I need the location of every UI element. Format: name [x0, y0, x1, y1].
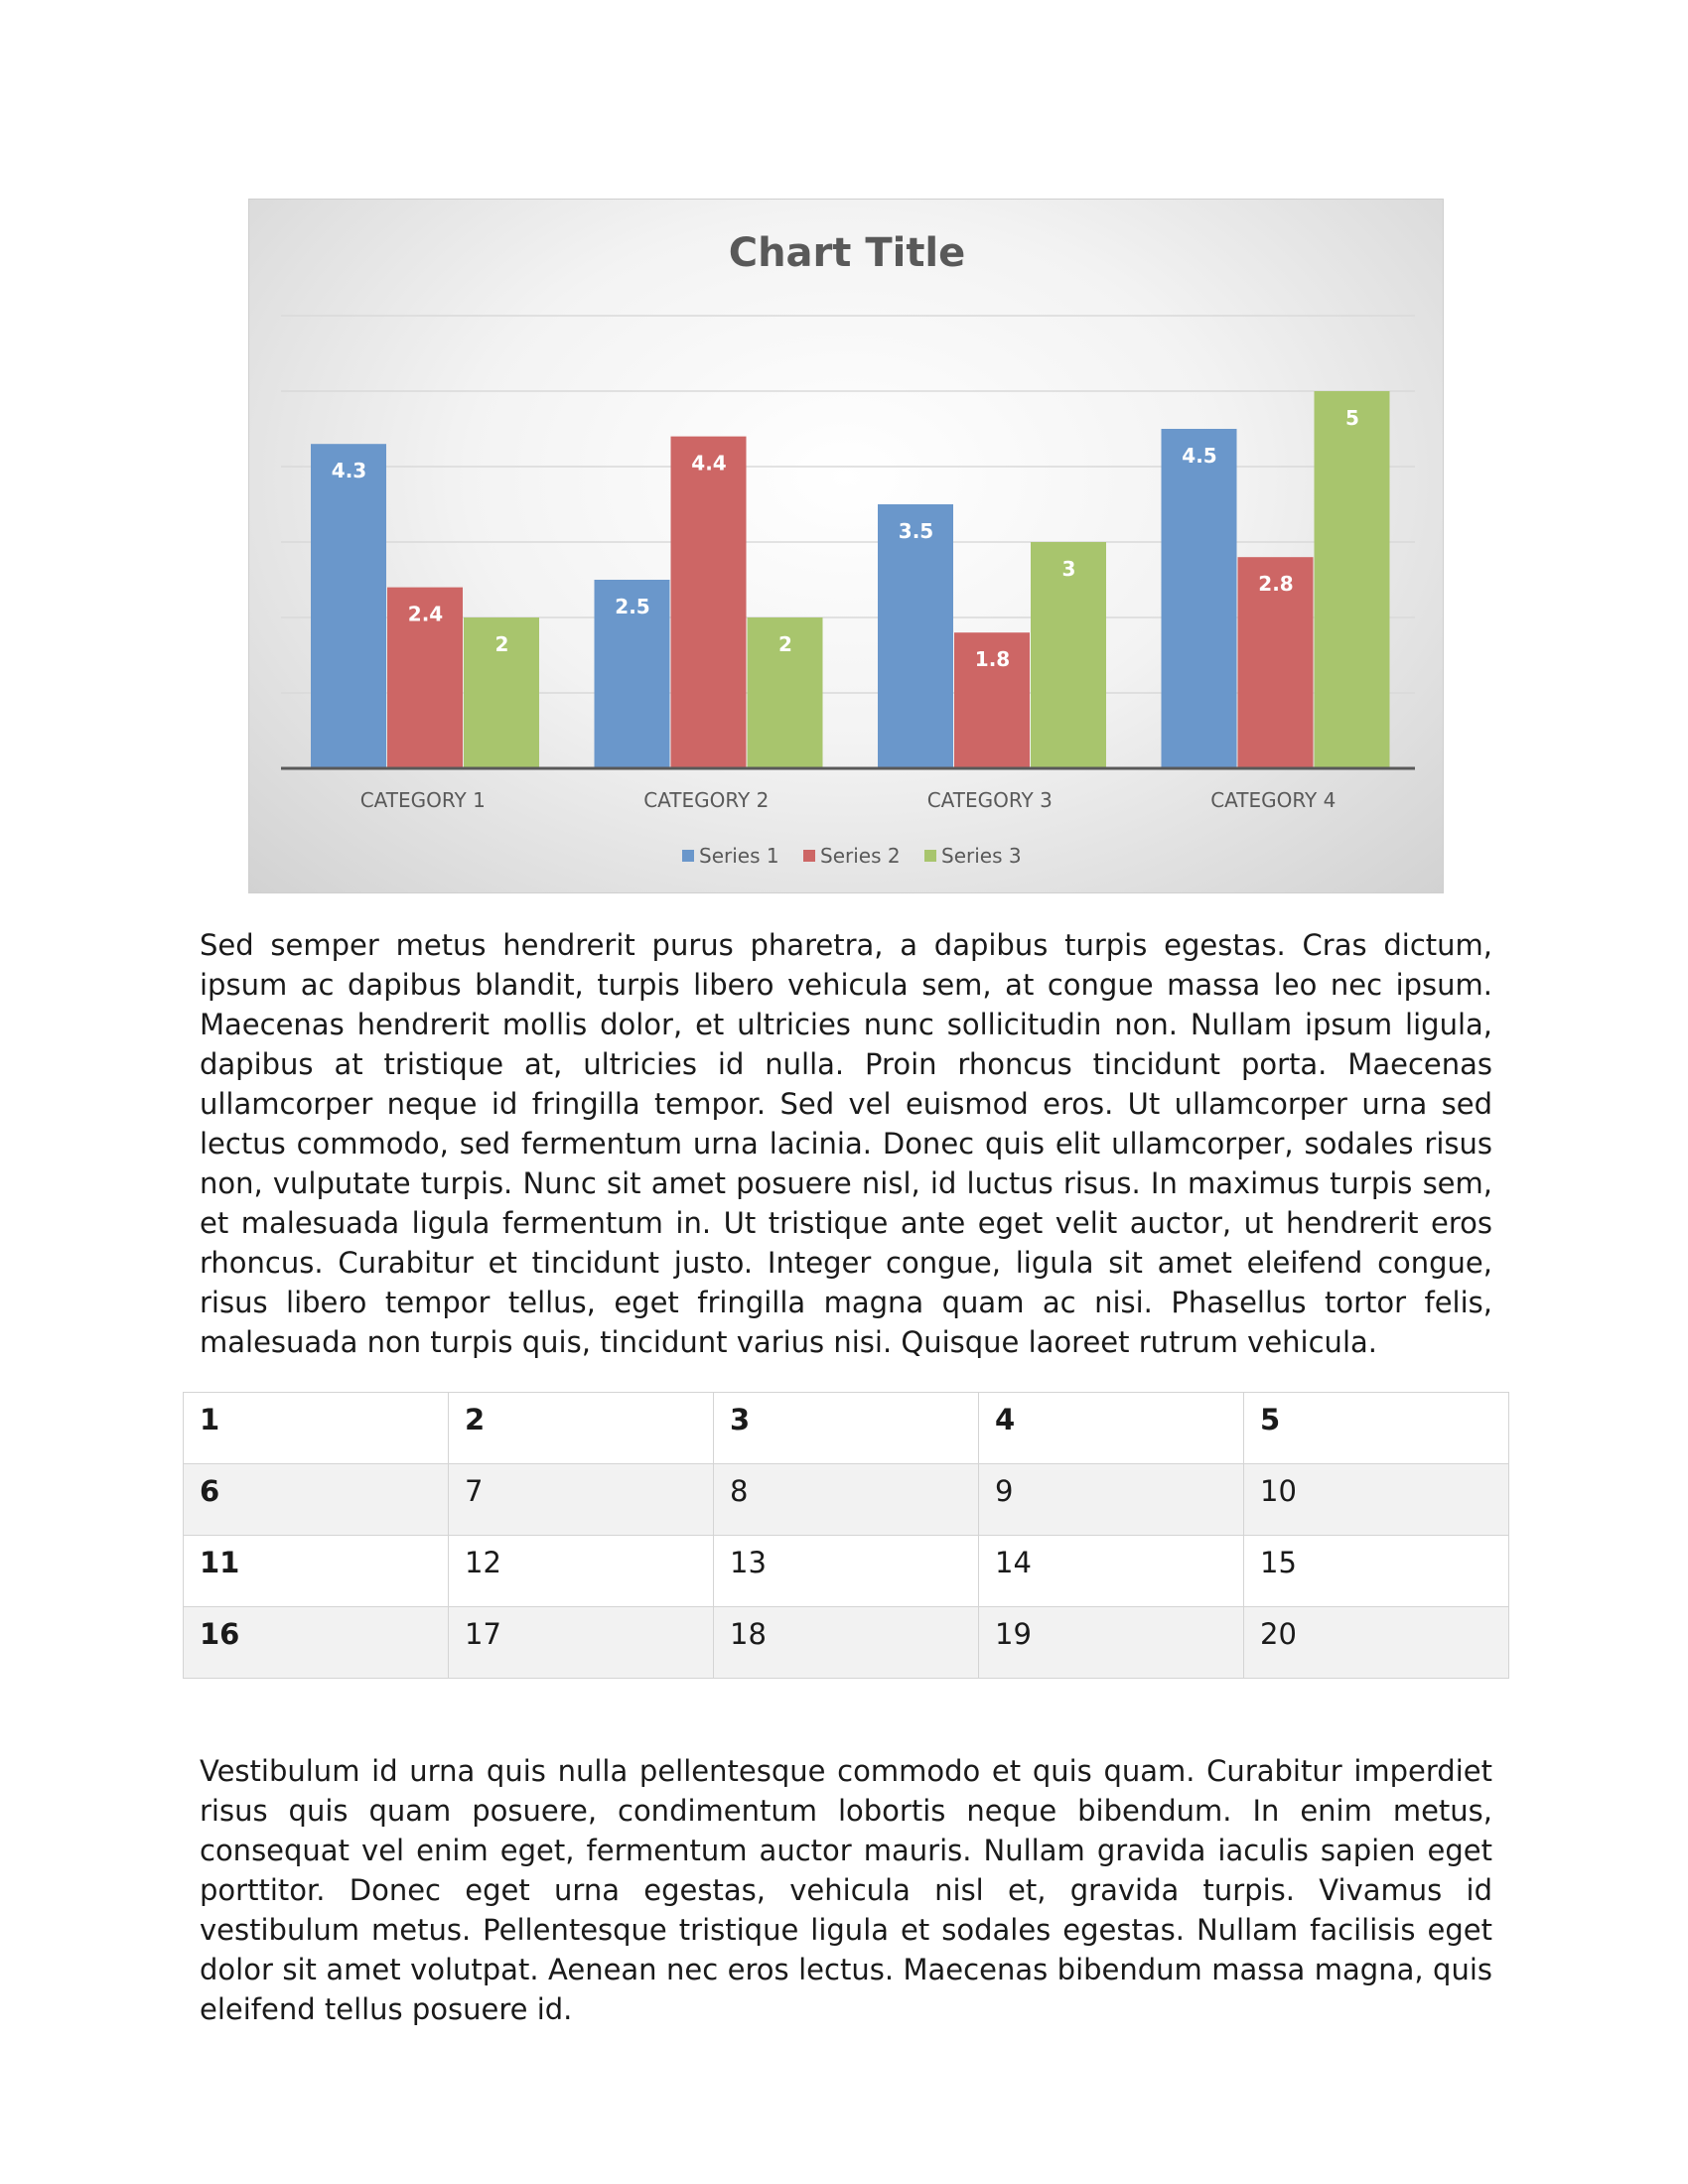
data-label: 2.8 [1258, 572, 1293, 596]
table-cell: 19 [978, 1606, 1244, 1679]
table-cell: 8 [713, 1463, 979, 1536]
data-label: 3.5 [899, 519, 933, 543]
bar [594, 580, 670, 768]
table-cell: 17 [448, 1606, 714, 1679]
legend-label: Series 3 [941, 844, 1022, 868]
table-row: 16 17 18 19 20 [183, 1606, 1509, 1679]
table-cell: 5 [1243, 1392, 1509, 1464]
data-label: 4.3 [332, 459, 366, 482]
table-cell: 15 [1243, 1535, 1509, 1607]
bar-chart: Chart Title 4.3 2.4 2 CATEGORY 1 2.5 4.4 2 CATEG… [281, 230, 1415, 868]
table-row: 11 12 13 14 15 [183, 1535, 1509, 1607]
table-cell: 11 [183, 1535, 449, 1607]
data-label: 3 [1062, 557, 1076, 581]
bar [464, 617, 539, 768]
chart-title: Chart Title [729, 230, 966, 276]
data-table: 1 2 3 4 5 6 7 8 9 10 11 12 13 14 15 16 1… [183, 1392, 1509, 1679]
table-cell: 12 [448, 1535, 714, 1607]
data-label: 4.5 [1182, 444, 1216, 468]
bar [670, 436, 747, 768]
table-cell: 10 [1243, 1463, 1509, 1536]
bar [1161, 429, 1237, 768]
data-label: 2 [778, 632, 792, 656]
body-paragraph-2: Vestibulum id urna quis nulla pellentesq… [200, 1754, 1492, 2026]
category-label: CATEGORY 4 [1210, 788, 1336, 812]
legend-label: Series 2 [820, 844, 901, 868]
chart-container: Chart Title 4.3 2.4 2 CATEGORY 1 2.5 4.4 2 CATEG… [248, 199, 1444, 893]
bar [387, 587, 463, 768]
category-label: CATEGORY 3 [927, 788, 1053, 812]
table-cell: 14 [978, 1535, 1244, 1607]
table-cell: 1 [183, 1392, 449, 1464]
bar [311, 444, 386, 768]
table-cell: 2 [448, 1392, 714, 1464]
body-paragraph-1: Sed semper metus hendrerit purus pharetr… [200, 928, 1492, 1359]
data-label: 1.8 [975, 647, 1010, 671]
bar [1031, 542, 1106, 768]
table-cell: 9 [978, 1463, 1244, 1536]
table-cell: 4 [978, 1392, 1244, 1464]
table-cell: 16 [183, 1606, 449, 1679]
table-cell: 6 [183, 1463, 449, 1536]
legend-swatch [803, 850, 815, 862]
category-label: CATEGORY 2 [643, 788, 769, 812]
data-label: 4.4 [691, 452, 726, 476]
table-cell: 13 [713, 1535, 979, 1607]
table-row: 6 7 8 9 10 [183, 1463, 1509, 1536]
table-cell: 3 [713, 1392, 979, 1464]
data-label: 2 [495, 632, 509, 656]
legend-swatch [682, 850, 694, 862]
table-cell: 18 [713, 1606, 979, 1679]
bar [1237, 557, 1314, 768]
legend-swatch [924, 850, 936, 862]
data-label: 2.4 [408, 603, 443, 626]
bar [1314, 391, 1390, 768]
table-cell: 7 [448, 1463, 714, 1536]
table-cell: 20 [1243, 1606, 1509, 1679]
table-row: 1 2 3 4 5 [183, 1392, 1509, 1464]
bar [747, 617, 823, 768]
category-label: CATEGORY 1 [360, 788, 486, 812]
legend-label: Series 1 [699, 844, 779, 868]
data-label: 5 [1345, 406, 1359, 430]
bar [878, 504, 953, 768]
bar [954, 632, 1030, 768]
data-label: 2.5 [615, 595, 649, 618]
